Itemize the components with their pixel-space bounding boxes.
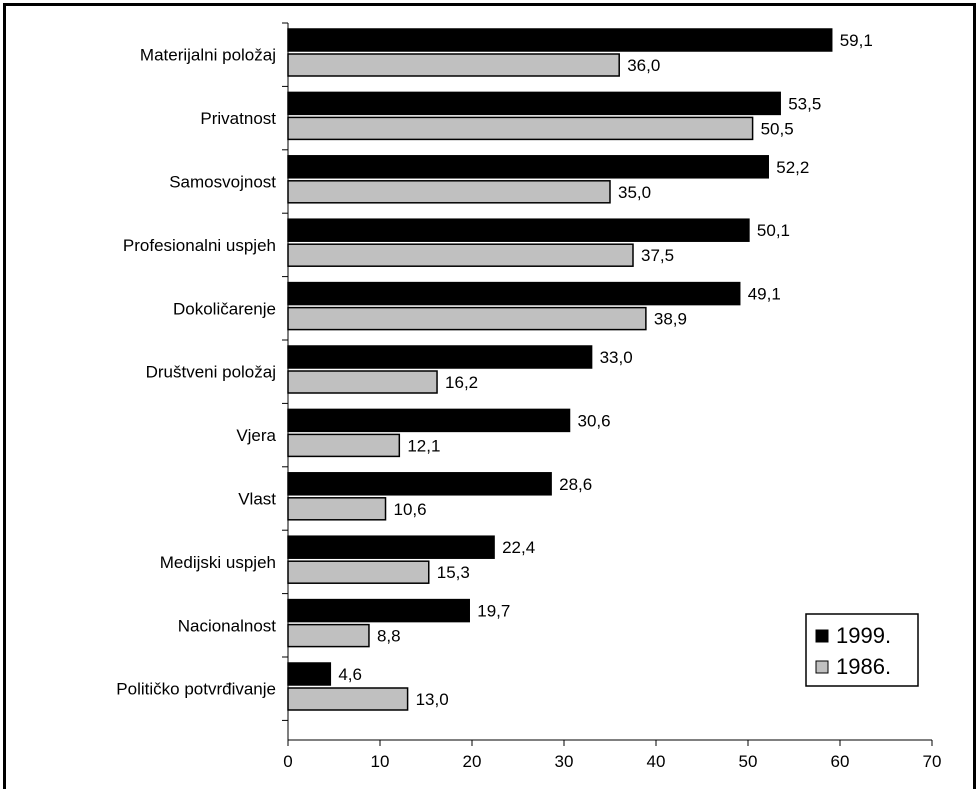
bar-series-a (287, 472, 552, 496)
data-label: 28,6 (559, 475, 592, 494)
bar-series-a (287, 28, 833, 52)
bar-series-a (287, 218, 750, 242)
data-label: 53,5 (788, 94, 821, 113)
category-label: Profesionalni uspjeh (123, 236, 276, 255)
data-label: 52,2 (776, 158, 809, 177)
category-label: Materijalni položaj (140, 46, 276, 65)
x-tick-label: 0 (283, 752, 292, 771)
category-label: Dokoličarenje (173, 299, 276, 318)
bar-series-b (287, 370, 438, 394)
bar-series-a (287, 155, 769, 179)
chart-frame: 59,1 53,5 52,2 50,1 49,1 33,0 30,6 28,6 22,4 19,7… (3, 3, 976, 789)
category-label: Medijski uspjeh (160, 553, 276, 572)
data-label: 50,5 (761, 119, 794, 138)
x-tick-label: 40 (647, 752, 666, 771)
category-label: Društveni položaj (146, 363, 276, 382)
x-tick-label: 50 (739, 752, 758, 771)
x-tick-label: 70 (923, 752, 942, 771)
data-label: 49,1 (748, 285, 781, 304)
data-label: 30,6 (578, 411, 611, 430)
bar-series-b (287, 687, 409, 711)
legend-swatch (815, 660, 829, 674)
bar-series-a (287, 598, 470, 623)
bar-series-b (287, 243, 634, 267)
bar-series-a (287, 91, 781, 116)
category-label: Vjera (236, 426, 276, 445)
data-label: 22,4 (502, 538, 535, 557)
data-label: 59,1 (840, 31, 873, 50)
data-label: 16,2 (445, 373, 478, 392)
x-tick-label: 10 (371, 752, 390, 771)
bar-series-b (287, 433, 401, 458)
category-label: Nacionalnost (178, 616, 277, 635)
bar-series-b (287, 116, 754, 141)
data-label: 13,0 (416, 690, 449, 709)
data-label: 38,9 (654, 310, 687, 329)
data-label: 10,6 (394, 500, 427, 519)
category-label: Samosvojnost (169, 173, 276, 192)
legend-swatch (815, 629, 829, 643)
bar-series-b (287, 306, 647, 331)
category-label: Vlast (238, 490, 276, 509)
data-label: 35,0 (618, 183, 651, 202)
bar-series-b (287, 497, 387, 521)
bar-series-b (287, 180, 611, 204)
data-label: 33,0 (600, 348, 633, 367)
data-label: 36,0 (627, 56, 660, 75)
x-tick-label: 20 (463, 752, 482, 771)
x-tick-label: 30 (555, 752, 574, 771)
bar-series-a (287, 281, 741, 306)
x-tick-label: 60 (831, 752, 850, 771)
data-label: 12,1 (407, 436, 440, 455)
data-label: 15,3 (437, 563, 470, 582)
bar-series-b (287, 560, 430, 584)
bar-chart: 59,1 53,5 52,2 50,1 49,1 33,0 30,6 28,6 22,4 19,7… (116, 22, 942, 771)
bar-series-b (287, 53, 620, 77)
category-label: Političko potvrđivanje (116, 680, 276, 699)
bar-series-a (287, 408, 571, 433)
data-label: 19,7 (477, 602, 510, 621)
bar-series-b (287, 623, 370, 648)
data-label: 37,5 (641, 246, 674, 265)
data-label: 50,1 (757, 221, 790, 240)
bar-series-a (287, 535, 495, 559)
legend-label: 1999. (836, 623, 891, 648)
category-label: Privatnost (200, 109, 276, 128)
data-label: 8,8 (377, 627, 401, 646)
legend-label: 1986. (836, 654, 891, 679)
bar-series-a (287, 662, 332, 686)
bar-series-a (287, 345, 593, 369)
legend-box (805, 613, 919, 687)
data-label: 4,6 (338, 665, 362, 684)
